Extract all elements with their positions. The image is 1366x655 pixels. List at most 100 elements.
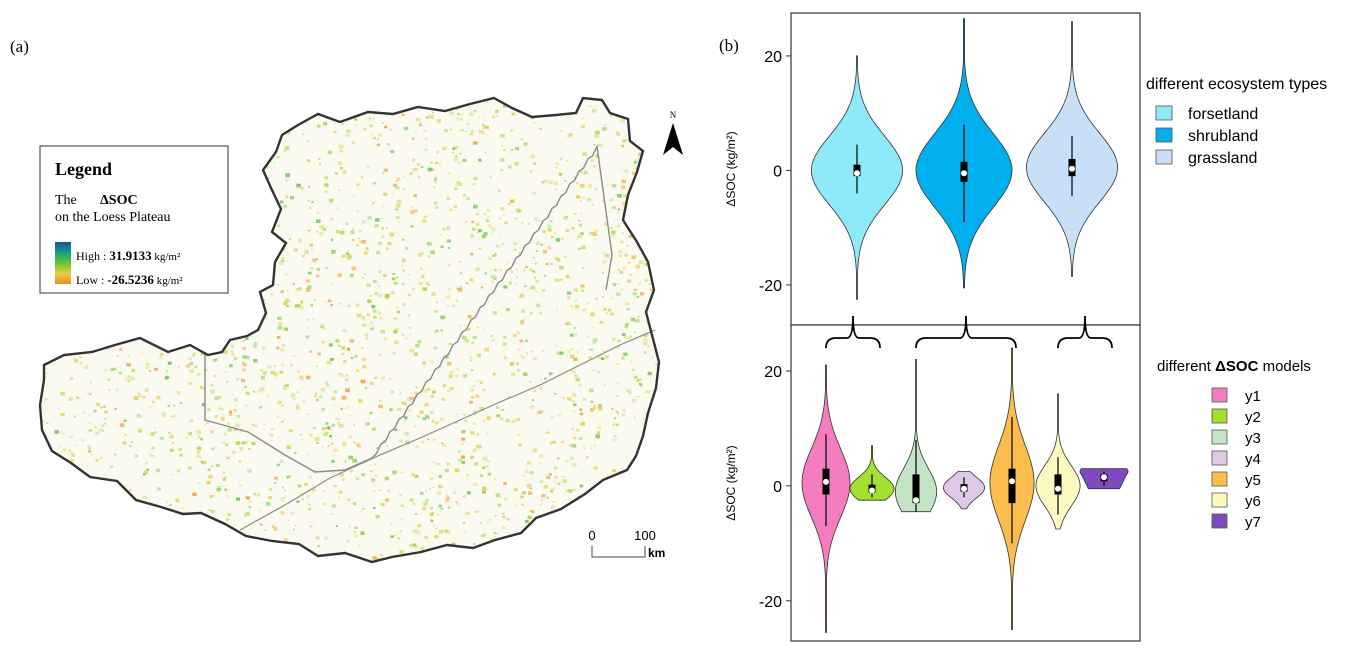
map-pixel	[628, 234, 633, 238]
map-pixel	[624, 325, 628, 329]
map-pixel	[262, 371, 267, 375]
map-pixel	[288, 475, 292, 478]
map-pixel	[70, 105, 73, 107]
map-pixel	[330, 357, 334, 361]
map-pixel	[329, 435, 333, 438]
map-pixel	[620, 169, 623, 171]
map-pixel	[72, 357, 77, 361]
map-pixel	[43, 475, 47, 479]
map-pixel	[464, 419, 468, 423]
map-pixel	[325, 422, 329, 425]
map-pixel	[441, 529, 443, 532]
map-pixel	[473, 410, 477, 413]
map-pixel	[193, 352, 196, 355]
violin-y2	[849, 445, 895, 501]
map-pixel	[164, 375, 169, 380]
map-pixel	[129, 445, 132, 448]
map-pixel	[621, 490, 627, 495]
map-pixel	[464, 221, 468, 223]
map-pixel	[236, 415, 241, 418]
map-pixel	[93, 409, 97, 413]
map-pixel	[378, 353, 382, 357]
map-pixel	[301, 438, 304, 441]
map-pixel	[189, 362, 194, 365]
map-pixel	[301, 255, 305, 258]
map-pixel	[143, 470, 149, 474]
map-pixel	[532, 270, 536, 273]
map-pixel	[224, 488, 228, 491]
map-pixel	[252, 542, 257, 547]
map-pixel	[588, 349, 591, 351]
map-pixel	[466, 474, 469, 477]
map-pixel	[87, 445, 90, 448]
map-pixel	[464, 159, 467, 161]
map-pixel	[171, 558, 174, 561]
map-pixel	[118, 105, 122, 108]
map-pixel	[320, 409, 325, 413]
map-pixel	[190, 555, 192, 557]
map-pixel	[559, 278, 563, 282]
map-pixel	[230, 326, 234, 330]
map-pixel	[546, 102, 548, 104]
map-pixel	[442, 300, 445, 303]
map-pixel	[162, 414, 166, 417]
map-pixel	[375, 557, 380, 561]
map-pixel	[507, 165, 512, 169]
map-pixel	[610, 105, 613, 108]
map-pixel	[245, 306, 250, 311]
map-pixel	[335, 230, 340, 234]
map-pixel	[617, 339, 621, 343]
map-pixel	[104, 112, 109, 116]
map-pixel	[643, 241, 647, 244]
map-pixel	[653, 180, 656, 182]
map-pixel	[594, 187, 598, 191]
map-pixel	[382, 122, 384, 124]
map-pixel	[493, 478, 496, 481]
map-pixel	[453, 205, 458, 208]
map-pixel	[296, 404, 299, 407]
map-pixel	[75, 521, 80, 525]
map-pixel	[169, 531, 174, 536]
map-pixel	[616, 382, 620, 385]
map-pixel	[653, 250, 656, 252]
map-pixel	[562, 475, 565, 478]
map-pixel	[520, 340, 524, 343]
map-pixel	[462, 522, 466, 524]
map-pixel	[251, 213, 254, 216]
map-pixel	[110, 368, 115, 372]
map-pixel	[100, 406, 103, 409]
map-pixel	[555, 344, 558, 346]
map-pixel	[471, 341, 475, 344]
map-pixel	[503, 335, 507, 339]
map-pixel	[413, 391, 418, 395]
map-pixel	[652, 204, 656, 207]
map-pixel	[373, 490, 376, 493]
map-pixel	[503, 482, 507, 485]
map-pixel	[556, 258, 561, 262]
map-pixel	[327, 445, 330, 448]
map-pixel	[154, 367, 158, 371]
map-pixel	[396, 282, 399, 285]
map-pixel	[418, 281, 423, 285]
map-pixel	[226, 125, 230, 129]
map-pixel	[365, 336, 369, 340]
map-pixel	[600, 357, 605, 361]
map-pixel	[319, 224, 324, 229]
map-pixel	[408, 327, 411, 329]
map-pixel	[277, 224, 281, 228]
map-pixel	[355, 477, 360, 481]
map-pixel	[209, 123, 212, 127]
map-pixel	[440, 417, 445, 421]
map-pixel	[623, 194, 627, 198]
map-pixel	[660, 467, 662, 469]
map-pixel	[263, 423, 266, 426]
map-pixel	[355, 442, 360, 446]
map-pixel	[473, 422, 476, 425]
map-pixel	[648, 283, 652, 286]
map-pixel	[518, 252, 522, 255]
map-pixel	[110, 465, 114, 468]
map-pixel	[242, 363, 247, 367]
map-pixel	[400, 504, 403, 507]
map-pixel	[229, 364, 233, 368]
map-pixel	[508, 281, 513, 285]
